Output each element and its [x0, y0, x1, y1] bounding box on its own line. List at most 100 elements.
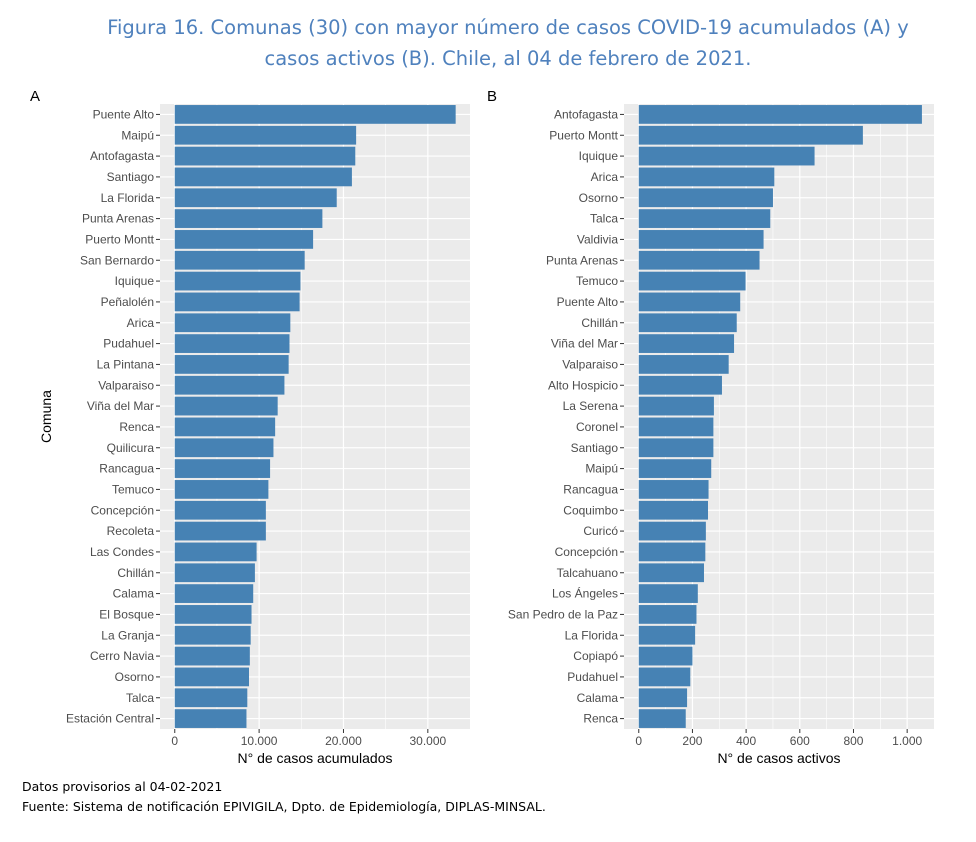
- panel-a-x-tick-label: 0: [171, 734, 178, 748]
- panel-b-category-label: Santiago: [571, 441, 619, 455]
- panel-b-bar: [638, 271, 746, 291]
- panel-a-bar: [174, 500, 266, 520]
- panel-a-bar: [174, 250, 305, 270]
- panel-a-bar: [174, 646, 250, 666]
- panel-a-category-label: Renca: [119, 420, 154, 434]
- panel-a-category-label: Viña del Mar: [87, 399, 154, 413]
- panel-a-bar: [174, 605, 252, 624]
- panel-b-bar: [638, 105, 922, 124]
- panel-a-bar: [174, 438, 274, 458]
- panel-a-category-label: Peñalolén: [101, 295, 154, 309]
- panel-b-category-label: Maipú: [585, 462, 618, 476]
- panel-a-category-label: Quilicura: [107, 441, 155, 455]
- panel-a-bar: [174, 542, 257, 562]
- panel-a-bar: [174, 709, 247, 728]
- panel-b-category-label: Copiapó: [573, 649, 618, 663]
- panel-a-category-label: Talca: [126, 691, 154, 705]
- panel-a-category-label: Recoleta: [107, 524, 155, 538]
- panel-b-category-label: Puerto Montt: [549, 128, 618, 142]
- panel-b-bar: [638, 334, 735, 353]
- panel-b-category-label: Valparaiso: [562, 357, 618, 371]
- panel-a-category-label: La Granja: [101, 628, 154, 642]
- panel-a-x-tick-label: 20.000: [325, 734, 362, 748]
- panel-a-bar: [174, 480, 269, 499]
- panel-b-bar: [638, 417, 714, 437]
- panel-b-bar: [638, 500, 709, 520]
- panel-b-category-label: Coquimbo: [563, 503, 618, 517]
- panel-b-bar: [638, 375, 722, 395]
- panel-b-bar: [638, 459, 712, 478]
- panel-b-category-label: Rancagua: [563, 482, 618, 496]
- panel-a-tag: A: [30, 88, 40, 105]
- panel-b-bar: [638, 480, 709, 499]
- panel-b-bar: [638, 209, 771, 228]
- figure-title: Figura 16. Comunas (30) con mayor número…: [40, 12, 976, 74]
- panel-a-category-label: La Florida: [101, 191, 155, 205]
- panel-a-bar: [174, 521, 266, 541]
- panel-a-bar: [174, 271, 301, 291]
- panel-b-category-label: Viña del Mar: [551, 337, 618, 351]
- panel-b-category-label: Coronel: [576, 420, 618, 434]
- panel-b-category-label: Antofagasta: [554, 107, 618, 121]
- panel-a-y-axis-title: Comuna: [38, 390, 54, 443]
- panel-b-category-label: Alto Hospicio: [548, 378, 618, 392]
- panel-b-x-tick-label: 400: [736, 734, 756, 748]
- panel-b-bar: [638, 563, 704, 583]
- panel-a-category-label: Cerro Navia: [90, 649, 154, 663]
- panel-a-bar: [174, 105, 456, 124]
- footnote-provisional: Datos provisorios al 04-02-2021: [22, 779, 223, 794]
- panel-a-category-label: Iquique: [115, 274, 155, 288]
- panel-b-bar: [638, 688, 688, 708]
- panel-a-category-label: Arica: [127, 316, 155, 330]
- panel-b-bar: [638, 542, 706, 562]
- panel-a-category-label: San Bernardo: [80, 253, 154, 267]
- panel-b: Antofagasta Puerto Montt Iquique Arica Osorn…: [487, 88, 934, 766]
- figure-title-line-1: Figura 16. Comunas (30) con mayor número…: [107, 16, 909, 39]
- panel-a-category-label: Santiago: [107, 170, 155, 184]
- panel-a-category-label: Maipú: [121, 128, 154, 142]
- panel-b-x-tick-label: 600: [790, 734, 810, 748]
- panel-a-category-label: Las Condes: [90, 545, 154, 559]
- panel-b-category-label: Punta Arenas: [546, 253, 618, 267]
- panel-a-category-label: Estación Central: [66, 712, 154, 726]
- panel-a-x-tick-label: 10.000: [241, 734, 278, 748]
- panel-b-x-tick-label: 800: [843, 734, 863, 748]
- panel-a-bar: [174, 625, 251, 645]
- panel-a-bar: [174, 375, 285, 395]
- panel-b-bar: [638, 709, 686, 728]
- panel-b-category-label: La Florida: [565, 628, 619, 642]
- panel-b-bar: [638, 125, 863, 145]
- panel-a-category-label: Temuco: [112, 482, 154, 496]
- panel-b-category-label: Osorno: [579, 191, 619, 205]
- panel-b-bar: [638, 355, 729, 374]
- panel-a-bar: [174, 146, 356, 166]
- panel-a-bar: [174, 459, 271, 478]
- panel-a-bar: [174, 667, 249, 687]
- panel-b-bar: [638, 396, 714, 416]
- panel-b-background: [624, 104, 934, 729]
- panel-b-bar: [638, 667, 691, 687]
- panel-b-category-label: Temuco: [576, 274, 618, 288]
- panel-b-bar: [638, 230, 764, 249]
- figure-title-line-2: casos activos (B). Chile, al 04 de febre…: [264, 47, 752, 70]
- panel-a-category-label: Concepción: [91, 503, 154, 517]
- panel-b-bar: [638, 625, 696, 645]
- panel-b-category-label: Talca: [590, 212, 618, 226]
- panel-b-category-label: Los Ángeles: [552, 586, 618, 601]
- panel-b-x-tick-label: 0: [635, 734, 642, 748]
- panel-a-bar: [174, 355, 289, 374]
- panel-a-bar: [174, 209, 323, 228]
- panel-a-category-label: Rancagua: [99, 462, 154, 476]
- panel-a-bar: [174, 292, 300, 312]
- panel-b-bar: [638, 438, 714, 458]
- panel-a-bar: [174, 396, 278, 416]
- panel-a-category-label: Chillán: [117, 566, 154, 580]
- panel-a-bar: [174, 167, 352, 187]
- panel-a-category-label: Valparaiso: [98, 378, 154, 392]
- panel-a-category-label: Pudahuel: [103, 337, 154, 351]
- panel-b-category-label: Pudahuel: [567, 670, 618, 684]
- panel-a-bar: [174, 688, 248, 708]
- panel-a: Puente Alto Maipú Antofagasta Santiago La Fl…: [30, 88, 470, 766]
- panel-a-category-label: Antofagasta: [90, 149, 154, 163]
